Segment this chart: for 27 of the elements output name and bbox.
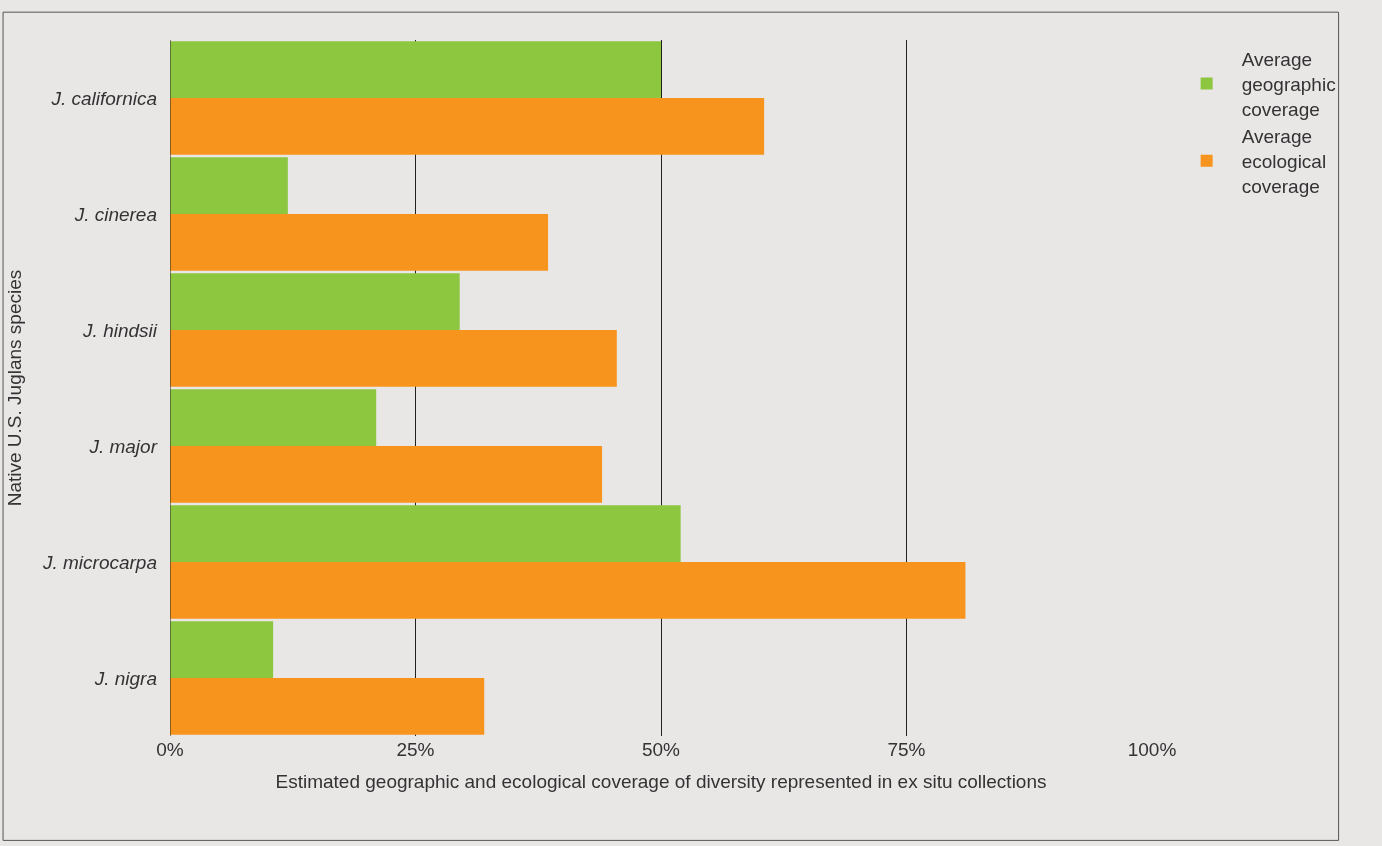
y-axis-title: Native U.S. Juglans species bbox=[3, 269, 25, 507]
x-tick-label: 25% bbox=[396, 739, 435, 760]
bar bbox=[170, 562, 966, 619]
x-tick-label: 0% bbox=[156, 739, 184, 760]
bar bbox=[170, 446, 603, 503]
y-tick-label: J. microcarpa bbox=[41, 551, 157, 573]
legend-label: Average ecological coverage bbox=[1241, 126, 1327, 197]
bar bbox=[170, 157, 288, 214]
bar bbox=[170, 389, 377, 446]
bar bbox=[170, 505, 681, 562]
y-tick-label: J. hindsii bbox=[82, 319, 158, 341]
y-tick-label: J. nigra bbox=[93, 667, 157, 689]
x-axis-title: Estimated geographic and ecological coverage of diversity represented in ex situ collections bbox=[275, 770, 1047, 792]
x-tick-label: 100% bbox=[1127, 739, 1177, 760]
x-tick-label: 50% bbox=[641, 739, 681, 760]
y-tick-label: J. californica bbox=[50, 87, 157, 109]
bar bbox=[170, 678, 485, 735]
x-tick-label: 75% bbox=[887, 739, 926, 760]
bar bbox=[170, 214, 549, 271]
bar bbox=[170, 98, 765, 155]
legend-label: Average geographic coverage bbox=[1241, 49, 1336, 120]
y-tick-label: J. major bbox=[88, 435, 158, 457]
bar bbox=[170, 330, 617, 387]
bar bbox=[170, 273, 460, 330]
bar bbox=[170, 621, 274, 678]
y-tick-label: J. cinerea bbox=[73, 203, 157, 225]
bar bbox=[170, 41, 661, 98]
